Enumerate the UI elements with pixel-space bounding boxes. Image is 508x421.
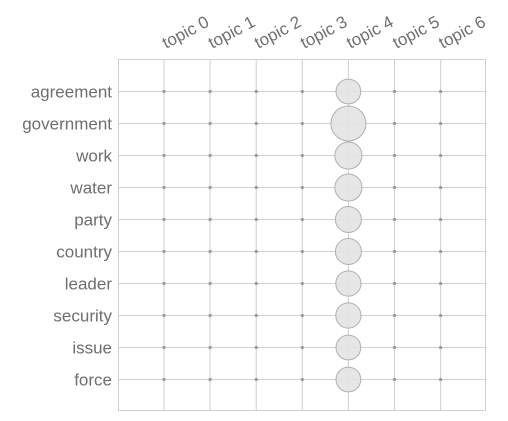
data-point (208, 281, 212, 286)
x-tick-label: topic 1 (205, 12, 258, 52)
data-point (300, 153, 304, 158)
x-tick-label: topic 5 (389, 12, 442, 52)
data-point (439, 249, 443, 254)
data-point (208, 121, 212, 126)
data-point (392, 345, 397, 350)
x-tick-label: topic 6 (436, 12, 489, 52)
data-point (300, 345, 304, 350)
data-point (300, 217, 304, 222)
data-point (330, 105, 367, 142)
x-tick-label: topic 4 (343, 12, 396, 52)
data-point (439, 217, 443, 222)
data-point (392, 313, 397, 318)
data-point (392, 281, 397, 286)
data-point (439, 345, 443, 350)
data-point (162, 281, 166, 286)
y-tick-label: water (69, 179, 112, 198)
data-point (392, 249, 397, 254)
data-point (162, 153, 166, 158)
data-point (162, 313, 166, 318)
markers (162, 78, 443, 393)
data-point (162, 121, 166, 126)
data-point (254, 281, 258, 286)
y-tick-label: work (75, 147, 112, 166)
data-point (392, 185, 397, 190)
data-point (392, 153, 397, 158)
data-point (439, 185, 443, 190)
data-point (254, 345, 258, 350)
data-point (254, 377, 258, 382)
data-point (254, 185, 258, 190)
data-point (300, 121, 304, 126)
data-point (335, 302, 362, 329)
data-point (392, 217, 397, 222)
data-point (162, 185, 166, 190)
data-point (335, 78, 362, 105)
x-tick-label: topic 3 (297, 12, 350, 52)
data-point (334, 238, 362, 265)
data-point (300, 249, 304, 254)
data-point (300, 281, 304, 286)
y-tick-label: country (56, 243, 112, 262)
y-tick-label: party (74, 211, 112, 230)
data-point (208, 89, 212, 94)
y-tick-label: agreement (31, 83, 113, 102)
data-point (162, 345, 166, 350)
data-point (254, 89, 258, 94)
data-point (392, 121, 397, 126)
data-point (439, 153, 443, 158)
data-point (300, 313, 304, 318)
data-point (162, 217, 166, 222)
data-point (254, 313, 258, 318)
data-point (439, 281, 443, 286)
y-tick-label: leader (65, 275, 113, 294)
grid-lines (119, 60, 485, 410)
y-tick-label: security (53, 307, 112, 326)
data-point (300, 185, 304, 190)
data-point (162, 249, 166, 254)
x-tick-label: topic 0 (159, 12, 212, 52)
y-tick-label: force (74, 371, 112, 390)
data-point (335, 366, 362, 393)
data-point (254, 121, 258, 126)
data-point (300, 89, 304, 94)
data-point (208, 217, 212, 222)
y-tick-labels: agreement government work water party country… (22, 83, 112, 390)
data-point (439, 313, 443, 318)
data-point (300, 377, 304, 382)
data-point (208, 377, 212, 382)
data-point (254, 217, 258, 222)
y-tick-label: issue (72, 339, 112, 358)
data-point (392, 89, 397, 94)
data-point (334, 141, 363, 170)
data-point (254, 153, 258, 158)
data-point (208, 345, 212, 350)
data-point (162, 89, 166, 94)
data-point (254, 249, 258, 254)
data-point (334, 173, 363, 202)
data-point (162, 377, 166, 382)
data-point (334, 206, 362, 233)
data-point (439, 121, 443, 126)
data-point (335, 270, 362, 297)
plot-frame (118, 59, 486, 411)
x-tick-label: topic 2 (251, 12, 304, 52)
data-point (208, 249, 212, 254)
data-point (439, 377, 443, 382)
data-point (439, 89, 443, 94)
data-point (208, 313, 212, 318)
y-tick-label: government (22, 115, 112, 134)
data-point (208, 185, 212, 190)
data-point (208, 153, 212, 158)
data-point (392, 377, 397, 382)
data-point (335, 334, 362, 361)
